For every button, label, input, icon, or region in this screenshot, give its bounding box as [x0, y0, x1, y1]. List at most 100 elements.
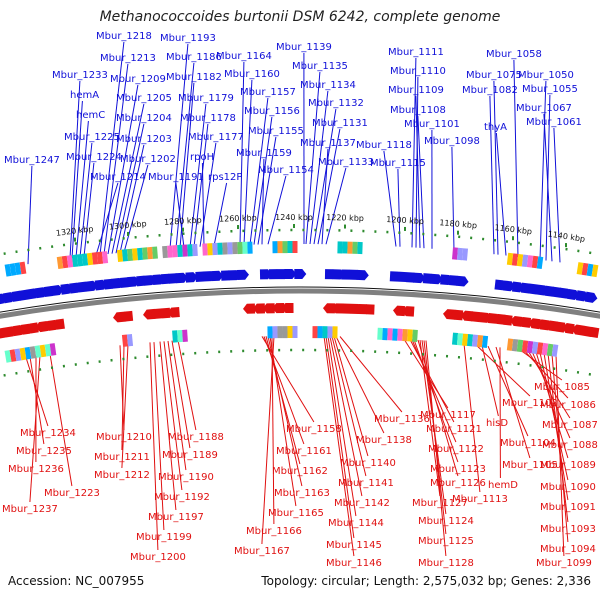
reverse-category-block — [4, 350, 12, 363]
connector-line — [415, 95, 421, 248]
reverse-gene-label: Mbur_1162 — [272, 466, 328, 477]
forward-category-block — [237, 241, 243, 255]
connector-line — [417, 115, 425, 249]
reverse-gene-label: Mbur_1099 — [536, 558, 592, 569]
forward-gene-label: Mbur_1118 — [356, 140, 412, 151]
reverse-gene-label: Mbur_1146 — [326, 558, 382, 569]
reverse-category-block — [506, 338, 514, 351]
reverse-gene-arrow — [475, 312, 489, 323]
forward-gene-arrow — [175, 272, 188, 284]
connector-line — [249, 97, 269, 245]
forward-gene-label: Mbur_1133 — [318, 157, 374, 168]
forward-category-block — [222, 242, 228, 255]
forward-category-block — [511, 253, 519, 266]
connector-line — [25, 357, 49, 427]
connector-line — [75, 120, 89, 258]
forward-gene-arrow — [185, 272, 198, 283]
reverse-gene-arrow — [536, 319, 550, 331]
reverse-category-block — [312, 326, 318, 339]
connector-line — [257, 136, 277, 245]
reverse-gene-label: Mbur_1237 — [2, 504, 58, 515]
reverse-category-block — [182, 329, 188, 342]
reverse-gene-arrow — [150, 308, 163, 319]
map-title: Methanococcoides burtonii DSM 6242, comp… — [99, 9, 501, 25]
tick-label: 1280 kbp — [164, 216, 202, 227]
backbone-outer-line — [0, 286, 600, 313]
connector-line — [519, 349, 563, 381]
forward-gene-label: rps12P — [208, 172, 242, 183]
connector-line — [539, 80, 547, 260]
forward-category-block — [452, 247, 458, 260]
forward-gene-label: Mbur_1213 — [100, 53, 156, 64]
forward-gene-arrow — [502, 280, 516, 292]
dotted-guide-rings — [0, 228, 600, 378]
forward-gene-label: Mbur_1177 — [188, 132, 244, 143]
reverse-category-block — [272, 326, 278, 339]
connector-line — [411, 339, 457, 443]
reverse-gene-arrow — [338, 303, 351, 314]
forward-gene-label: Mbur_1156 — [244, 106, 300, 117]
reverse-gene-label: Mbur_1197 — [148, 512, 204, 523]
forward-category-block — [227, 242, 233, 255]
connector-line — [547, 353, 569, 523]
reverse-category-block — [172, 330, 178, 343]
forward-category-block — [586, 263, 594, 277]
reverse-category-block — [382, 327, 388, 341]
forward-category-block — [4, 263, 12, 277]
reverse-gene-arrow — [552, 321, 566, 333]
forward-gene-label: Mbur_1135 — [292, 61, 348, 72]
forward-category-block — [81, 253, 89, 266]
connector-line — [239, 61, 245, 246]
connector-line — [267, 175, 287, 245]
connector-line — [189, 103, 207, 248]
reverse-gene-arrow — [0, 327, 6, 339]
forward-gene-label: Mbur_1050 — [518, 70, 574, 81]
reverse-category-block — [177, 329, 183, 343]
connector-line — [193, 123, 209, 248]
reverse-gene-label: Mbur_1136 — [374, 414, 430, 425]
forward-gene-label: Mbur_1101 — [404, 119, 460, 130]
forward-category-block — [536, 256, 544, 269]
forward-gene-label: Mbur_1131 — [312, 118, 368, 129]
forward-category-block — [456, 247, 464, 261]
reverse-gene-arrow — [158, 307, 171, 319]
inner-dotted-ring — [0, 348, 600, 378]
reverse-category-block — [327, 326, 333, 339]
connector-line — [489, 95, 495, 255]
forward-category-block — [76, 253, 84, 267]
reverse-gene-arrow — [402, 306, 415, 317]
connector-line — [323, 336, 355, 557]
forward-gene-label: Mbur_1075 — [466, 70, 522, 81]
tick-label: 1140 kbp — [547, 229, 586, 243]
reverse-category-block — [526, 340, 534, 354]
forward-category-block — [71, 254, 79, 268]
forward-category-block — [136, 247, 144, 261]
connector-line — [71, 100, 83, 259]
reverse-gene-label: Mbur_1144 — [328, 518, 384, 529]
forward-gene-label: Mbur_1186 — [166, 52, 222, 63]
forward-gene-label: Mbur_1209 — [110, 74, 166, 85]
connector-line — [269, 336, 297, 507]
reverse-gene-label: Mbur_1125 — [418, 536, 474, 547]
connector-line — [99, 41, 125, 255]
reverse-category-block — [476, 334, 484, 348]
topology-summary: Topology: circular; Length: 2,575,032 bp… — [261, 574, 591, 588]
reverse-gene-arrow — [9, 324, 23, 337]
reverse-gene-label: Mbur_1105 — [502, 460, 558, 471]
forward-gene-arrow — [211, 270, 224, 282]
forward-category-block — [242, 241, 248, 254]
reverse-gene-arrow — [518, 316, 532, 328]
forward-gene-arrow — [294, 268, 307, 280]
accession-text: Accession: NC_007955 — [8, 574, 145, 588]
reverse-gene-label: Mbur_1141 — [338, 478, 394, 489]
tick-label: 1320 kbp — [55, 224, 94, 237]
reverse-gene-label: Mbur_1210 — [96, 432, 152, 443]
connector-line — [543, 113, 553, 262]
forward-gene-label: Mbur_1205 — [116, 93, 172, 104]
reverse-category-block — [536, 342, 544, 355]
reverse-gene-arrow — [167, 307, 180, 318]
forward-category-block — [212, 242, 218, 256]
forward-gene-arrow — [584, 291, 598, 303]
tick-label: 1260 kbp — [219, 213, 257, 223]
